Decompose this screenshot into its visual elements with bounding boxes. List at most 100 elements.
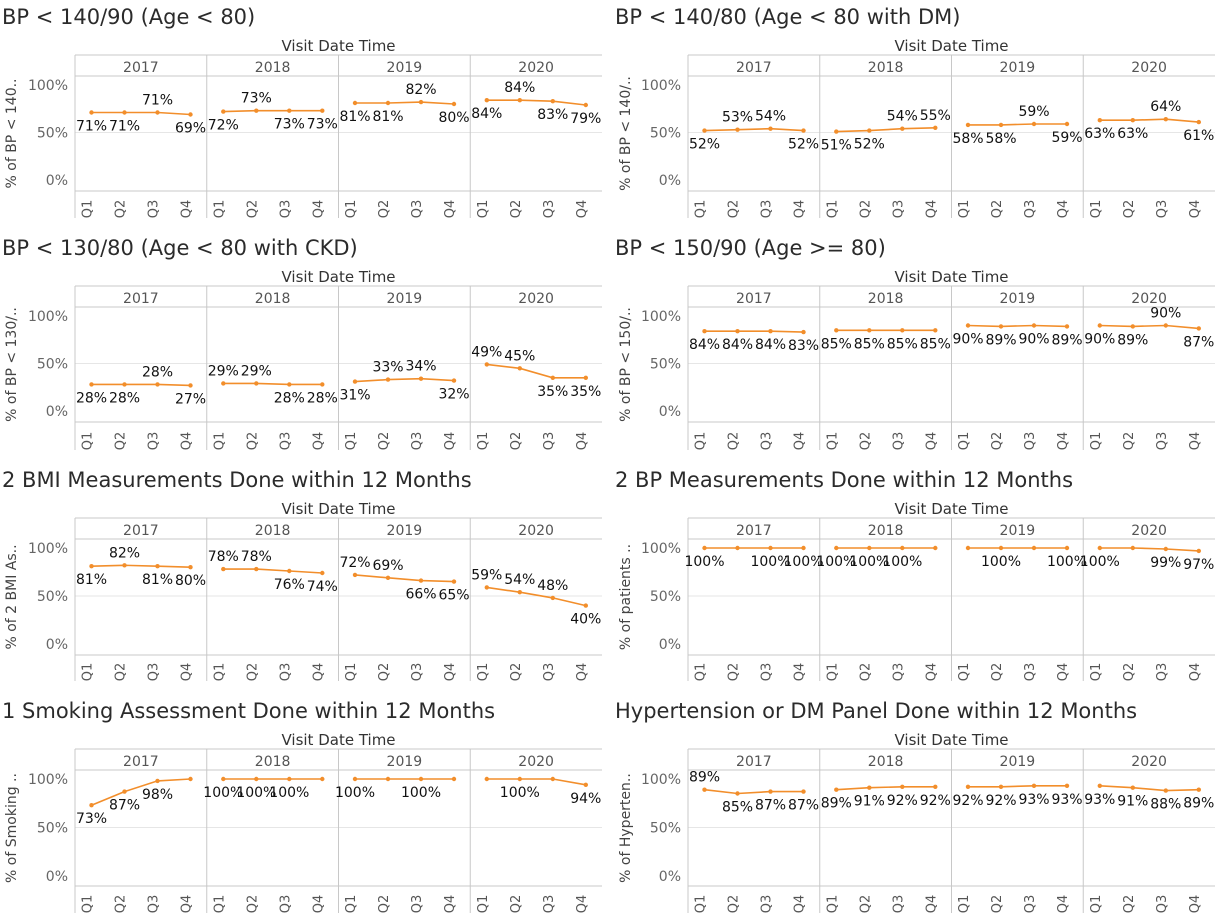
data-point bbox=[834, 545, 839, 551]
data-label: 100% bbox=[1047, 554, 1087, 570]
data-label: 73% bbox=[241, 91, 272, 107]
year-label: 2019 bbox=[1000, 523, 1036, 539]
quarter-label: Q3 bbox=[891, 895, 906, 914]
series-line-2017 bbox=[91, 111, 191, 116]
quarter-label: Q2 bbox=[245, 200, 260, 219]
chart-panel-7: 1 Smoking Assessment Done within 12 Mont… bbox=[2, 699, 602, 913]
quarter-label: Q2 bbox=[990, 663, 1005, 682]
series-line-2017 bbox=[91, 778, 191, 806]
data-label: 83% bbox=[788, 338, 819, 354]
data-label: 100% bbox=[269, 785, 309, 801]
chart-title: BP < 130/80 (Age < 80 with CKD) bbox=[2, 236, 358, 260]
quarter-label: Q3 bbox=[760, 663, 775, 682]
y-tick-label: 0% bbox=[46, 404, 68, 420]
data-point bbox=[867, 785, 872, 790]
quarter-label: Q3 bbox=[278, 200, 293, 219]
quarter-label: Q1 bbox=[212, 663, 227, 682]
quarter-label: Q4 bbox=[924, 663, 939, 682]
year-label: 2020 bbox=[518, 291, 554, 307]
data-point bbox=[998, 545, 1004, 551]
chart-panel-4: BP < 150/90 (Age >= 80) Visit Date Time 10… bbox=[615, 236, 1215, 450]
quarter-label: Q2 bbox=[114, 895, 129, 914]
data-point bbox=[122, 563, 127, 568]
data-point bbox=[1097, 118, 1103, 123]
data-point bbox=[385, 100, 391, 106]
series-line-2017 bbox=[704, 127, 804, 132]
data-label: 92% bbox=[952, 793, 983, 809]
data-label: 76% bbox=[274, 577, 305, 593]
data-label: 55% bbox=[920, 108, 951, 124]
data-label: 31% bbox=[339, 388, 370, 404]
year-label: 2017 bbox=[123, 523, 159, 539]
quarter-label: Q3 bbox=[147, 432, 162, 451]
data-point bbox=[965, 784, 971, 789]
data-point bbox=[484, 98, 489, 103]
y-tick-label: 100% bbox=[28, 541, 68, 557]
data-point bbox=[155, 564, 160, 569]
data-label: 63% bbox=[1084, 126, 1115, 142]
data-label: 89% bbox=[1051, 332, 1082, 348]
series-line-2019 bbox=[354, 574, 455, 583]
data-label: 84% bbox=[689, 337, 720, 353]
y-tick-label: 100% bbox=[641, 78, 681, 94]
quarter-label: Q4 bbox=[793, 200, 808, 219]
year-label: 2017 bbox=[736, 523, 772, 539]
data-point bbox=[517, 366, 522, 371]
quarter-label: Q2 bbox=[245, 432, 260, 451]
data-point bbox=[221, 776, 226, 782]
data-label: 54% bbox=[887, 109, 918, 125]
quarter-label: Q3 bbox=[147, 895, 162, 914]
quarter-label: Q3 bbox=[1155, 663, 1170, 682]
data-label: 69% bbox=[372, 558, 403, 574]
quarter-label: Q2 bbox=[509, 895, 524, 914]
year-label: 2017 bbox=[736, 291, 772, 307]
data-label: 32% bbox=[438, 387, 469, 403]
data-label: 84% bbox=[471, 106, 502, 122]
y-tick-label: 0% bbox=[659, 869, 681, 885]
quarter-label: Q2 bbox=[377, 663, 392, 682]
data-point bbox=[517, 776, 522, 782]
data-label: 27% bbox=[175, 391, 206, 407]
data-label: 71% bbox=[109, 119, 140, 135]
data-point bbox=[583, 375, 588, 380]
series-line-2018 bbox=[836, 127, 936, 133]
quarter-label: Q4 bbox=[924, 432, 939, 451]
quarter-label: Q3 bbox=[410, 432, 425, 451]
quarter-label: Q2 bbox=[727, 663, 742, 682]
data-label: 100% bbox=[684, 554, 724, 570]
data-point bbox=[188, 112, 193, 117]
data-point bbox=[1196, 548, 1202, 554]
data-label: 34% bbox=[405, 359, 436, 375]
quarter-label: Q1 bbox=[81, 432, 96, 451]
data-label: 29% bbox=[241, 363, 272, 379]
quarter-label: Q2 bbox=[990, 895, 1005, 914]
quarter-label: Q2 bbox=[727, 432, 742, 451]
data-point bbox=[1064, 324, 1070, 329]
quarter-label: Q3 bbox=[410, 200, 425, 219]
data-label: 73% bbox=[76, 811, 107, 827]
quarter-label: Q4 bbox=[1188, 432, 1203, 451]
quarter-label: Q2 bbox=[509, 200, 524, 219]
quarter-label: Q1 bbox=[957, 200, 972, 219]
y-tick-label: 100% bbox=[641, 309, 681, 325]
quarter-label: Q2 bbox=[377, 200, 392, 219]
data-point bbox=[484, 362, 489, 367]
year-label: 2020 bbox=[1131, 523, 1167, 539]
y-tick-label: 50% bbox=[37, 589, 68, 605]
data-point bbox=[1163, 546, 1169, 552]
data-label: 98% bbox=[142, 787, 173, 803]
data-point bbox=[221, 566, 226, 572]
year-label: 2019 bbox=[387, 754, 423, 770]
data-label: 89% bbox=[821, 796, 852, 812]
chart-title: BP < 140/80 (Age < 80 with DM) bbox=[615, 5, 960, 29]
data-label: 92% bbox=[920, 793, 951, 809]
y-tick-label: 50% bbox=[37, 821, 68, 837]
chart-panel-3: BP < 130/80 (Age < 80 with CKD) Visit Dat… bbox=[2, 236, 602, 450]
quarter-label: Q1 bbox=[212, 200, 227, 219]
data-point bbox=[900, 126, 905, 131]
data-point bbox=[287, 776, 292, 782]
chart-title: BP < 140/90 (Age < 80) bbox=[2, 5, 255, 29]
year-label: 2018 bbox=[868, 60, 904, 76]
data-label: 85% bbox=[920, 336, 951, 352]
data-label: 82% bbox=[109, 545, 140, 561]
